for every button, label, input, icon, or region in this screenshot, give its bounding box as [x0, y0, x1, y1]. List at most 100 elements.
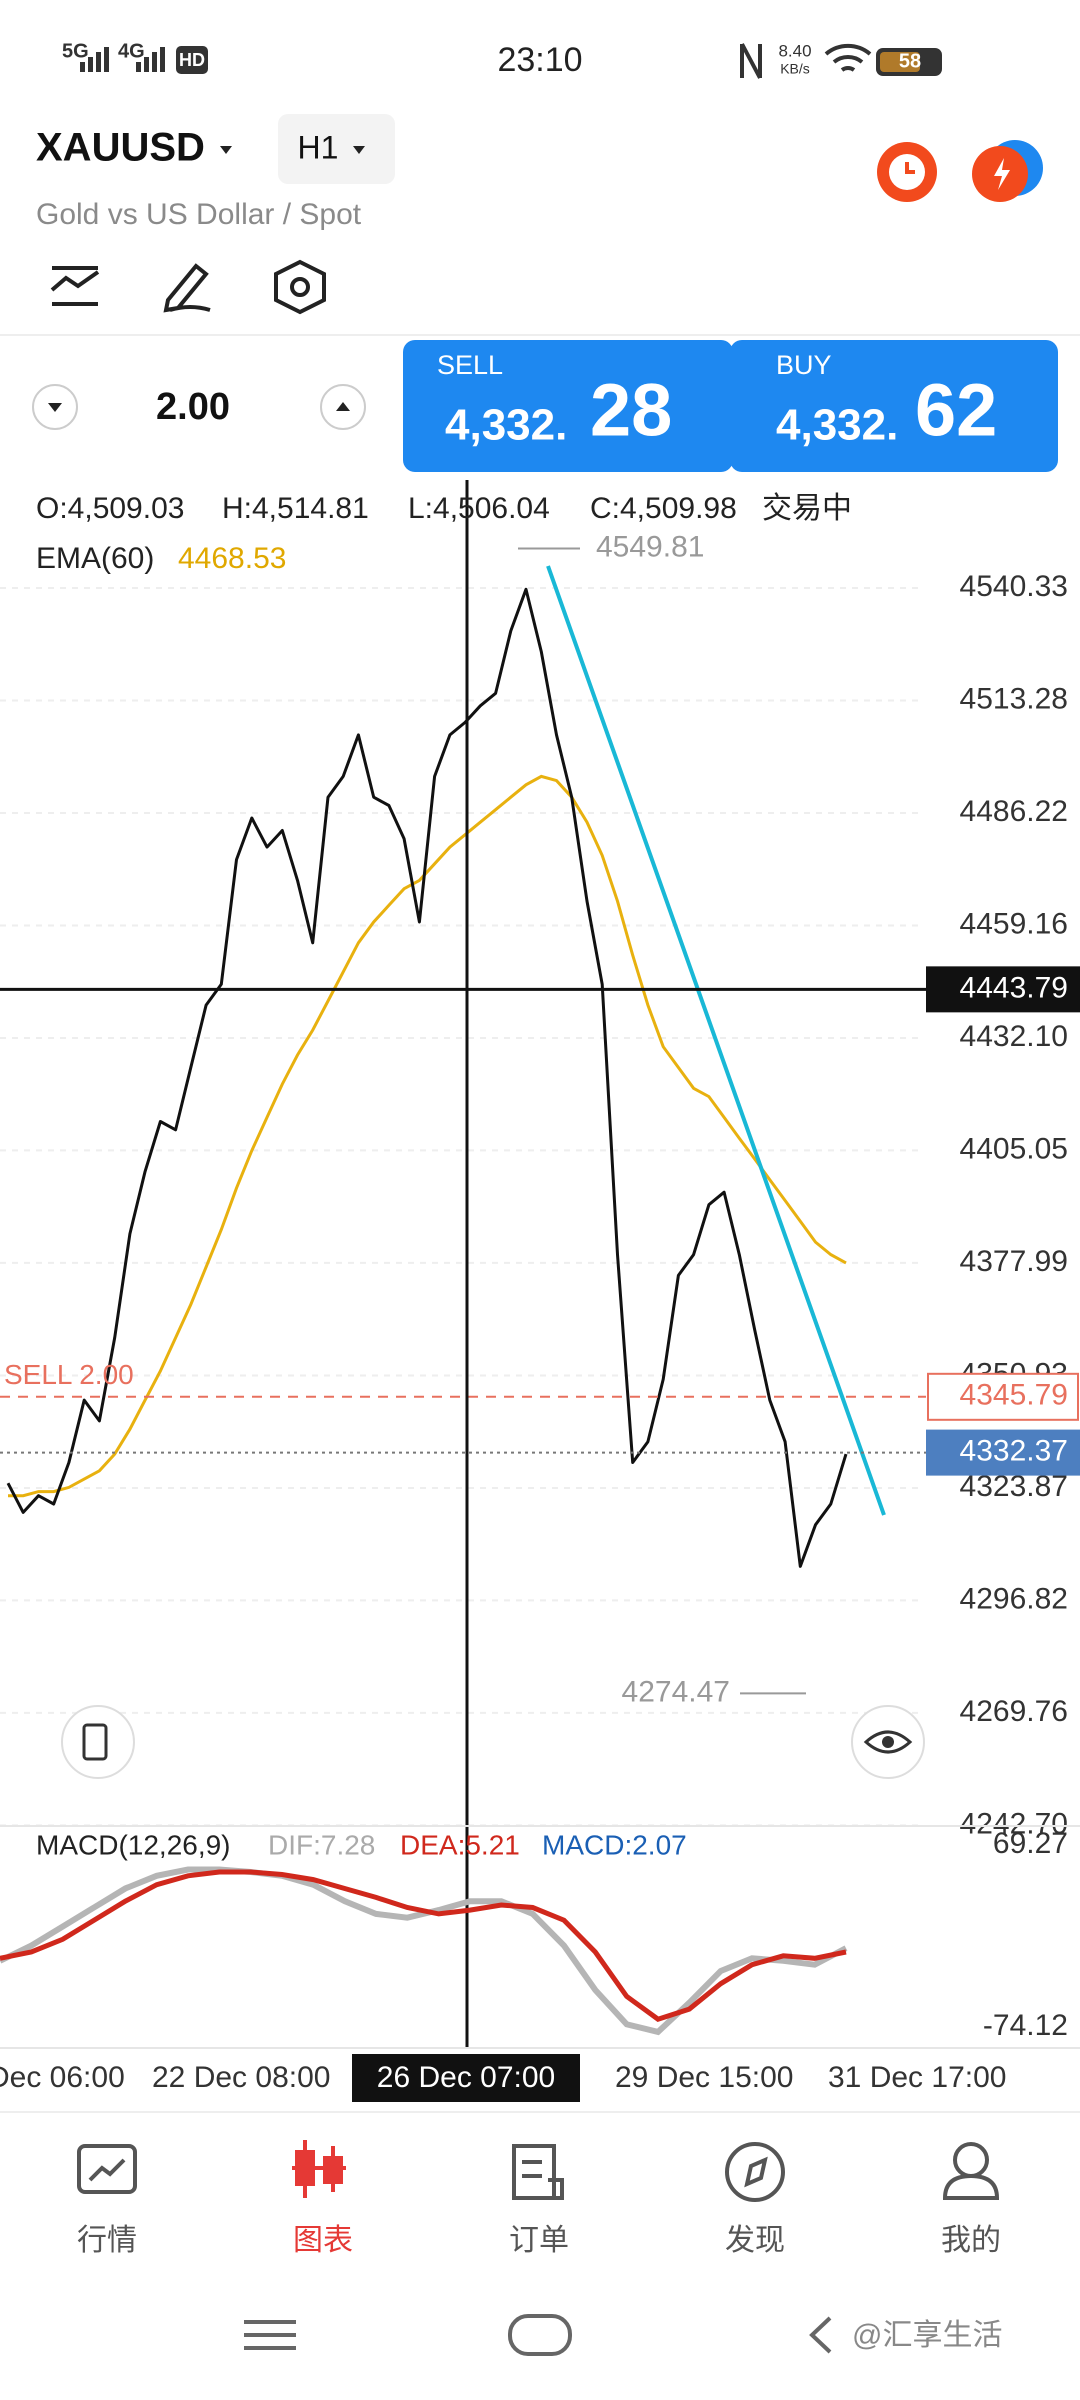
- arrow-up: [336, 402, 350, 411]
- dropdown-arrow[interactable]: [353, 146, 365, 154]
- quotes-icon[interactable]: [77, 2144, 137, 2194]
- y-tick-label: 4540.33: [960, 570, 1068, 603]
- draw-icon[interactable]: [163, 263, 211, 313]
- macd-info: MACD(12,26,9) DIF:7.28 DEA:5.21 MACD:2.0…: [36, 1829, 687, 1860]
- hd-badge: [176, 46, 208, 74]
- arrow-down: [48, 403, 62, 412]
- signal-icon: [136, 47, 165, 72]
- subtitle: Gold vs US Dollar / Spot: [36, 198, 362, 231]
- y-tick-label: 4459.16: [960, 907, 1068, 940]
- dif-label: DIF:7.28: [268, 1829, 375, 1860]
- sell-button[interactable]: [403, 340, 733, 472]
- menu-key[interactable]: [244, 2320, 296, 2350]
- buy-price: 4,332.: [776, 401, 898, 450]
- dea-line: [0, 1869, 847, 2022]
- macd-value-label: MACD:2.07: [542, 1829, 687, 1860]
- crosshair-price-box: [926, 966, 1080, 1013]
- low: L:4,506.04: [408, 492, 550, 525]
- macd-tick-label: -74.12: [983, 2009, 1068, 2042]
- time-label: 22 Dec 08:00: [152, 2061, 330, 2094]
- nav-label[interactable]: 发现: [725, 2224, 785, 2257]
- quotes-icon-line: [88, 2158, 126, 2182]
- time-label: 29 Dec 15:00: [615, 2061, 793, 2094]
- buy-label: BUY: [776, 350, 832, 380]
- profile-icon[interactable]: [953, 2142, 989, 2178]
- indicator-icon[interactable]: [50, 266, 100, 306]
- battery-label: 58: [899, 50, 921, 72]
- open: O:4,509.03: [36, 492, 184, 525]
- y-tick-label: 4486.22: [960, 795, 1068, 828]
- timeframe-button[interactable]: [278, 114, 395, 184]
- sell-order-price: 4345.79: [960, 1379, 1068, 1412]
- y-tick-label: 4405.05: [960, 1132, 1068, 1165]
- back-key[interactable]: [809, 2316, 832, 2354]
- discover-icon[interactable]: [725, 2142, 785, 2202]
- nfc-icon: [740, 43, 762, 79]
- buy-price-pips: 62: [915, 369, 997, 452]
- y-tick-label: 4269.76: [960, 1695, 1068, 1728]
- buy-button[interactable]: [730, 340, 1058, 472]
- signal-icon: [80, 47, 109, 72]
- ema-line: [8, 774, 847, 1498]
- close: C:4,509.98: [590, 492, 737, 525]
- rotate-icon: [82, 1723, 108, 1761]
- lot-size[interactable]: 2.00: [156, 386, 230, 428]
- watermark: @汇享生活: [852, 2319, 1002, 2352]
- timeframe[interactable]: H1: [298, 129, 339, 165]
- network-label: 4G: [118, 40, 145, 62]
- symbol[interactable]: XAUUSD: [36, 126, 205, 170]
- y-tick-label: 4432.10: [960, 1020, 1068, 1053]
- sell-order-price-box: [927, 1372, 1079, 1421]
- high-marker-label: 4549.81: [596, 530, 704, 563]
- sell-price: 4,332.: [445, 401, 567, 450]
- clock: 23:10: [497, 41, 582, 79]
- eye-pupil: [882, 1736, 894, 1748]
- chart-icon[interactable]: [292, 2140, 346, 2198]
- price-line: [6, 587, 848, 1568]
- dropdown-arrow[interactable]: [220, 146, 232, 154]
- settings-icon-center: [290, 277, 310, 297]
- nav-label[interactable]: 图表: [293, 2224, 353, 2257]
- time-label: 26 Dec 07:00: [377, 2061, 555, 2094]
- time-label: 31 Dec 17:00: [828, 2061, 1006, 2094]
- nav-label[interactable]: 订单: [509, 2224, 569, 2257]
- macd-tick-label: 69.27: [993, 1827, 1068, 1860]
- dea-label: DEA:5.21: [400, 1829, 520, 1860]
- high: H:4,514.81: [222, 492, 369, 525]
- quick-trade-icon[interactable]: [877, 142, 937, 202]
- nav-label[interactable]: 我的: [941, 2224, 1001, 2257]
- ohlc-info: O:4,509.03 H:4,514.81 L:4,506.04 C:4,509…: [36, 492, 852, 575]
- discover-needle: [744, 2156, 768, 2188]
- y-tick-label: 4513.28: [960, 682, 1068, 715]
- one-click-icon[interactable]: [972, 140, 1043, 202]
- nav-label[interactable]: 行情: [77, 2224, 137, 2257]
- y-tick-label: 4296.82: [960, 1582, 1068, 1615]
- net-speed: 8.40: [778, 41, 811, 60]
- rotate-button[interactable]: [61, 1705, 135, 1779]
- dif-line: [0, 1866, 848, 2036]
- price-chart: 4540.33 4513.28 4486.22 4459.16 4432.10 4405.…: [0, 480, 1080, 2102]
- ema-label: EMA(60): [36, 542, 154, 575]
- battery-level: [880, 52, 920, 72]
- sell-order-label: SELL 2.00: [4, 1359, 134, 1390]
- eye-icon: [863, 1730, 913, 1754]
- macd-label: MACD(12,26,9): [36, 1829, 231, 1860]
- crosshair-time-box: [352, 2054, 580, 2102]
- sell-price-pips: 28: [590, 369, 672, 452]
- current-price-box: [926, 1429, 1080, 1476]
- net-speed-unit: KB/s: [780, 61, 810, 77]
- settings-icon[interactable]: [274, 259, 326, 315]
- current-price: 4332.37: [960, 1435, 1068, 1468]
- nav-icons: [77, 2140, 1000, 2202]
- hd-label: HD: [179, 50, 205, 70]
- orders-icon[interactable]: [512, 2144, 564, 2200]
- sell-label: SELL: [437, 350, 503, 380]
- status-bar: 5G 4G HD 23:10 8.40 KB/s 58: [62, 40, 942, 79]
- nav-labels: 行情 图表 订单 发现 我的: [77, 2224, 1001, 2257]
- home-key[interactable]: [508, 2314, 572, 2356]
- toolbar: [50, 259, 326, 315]
- network-label: 5G: [62, 40, 89, 62]
- wifi-icon: [824, 43, 872, 72]
